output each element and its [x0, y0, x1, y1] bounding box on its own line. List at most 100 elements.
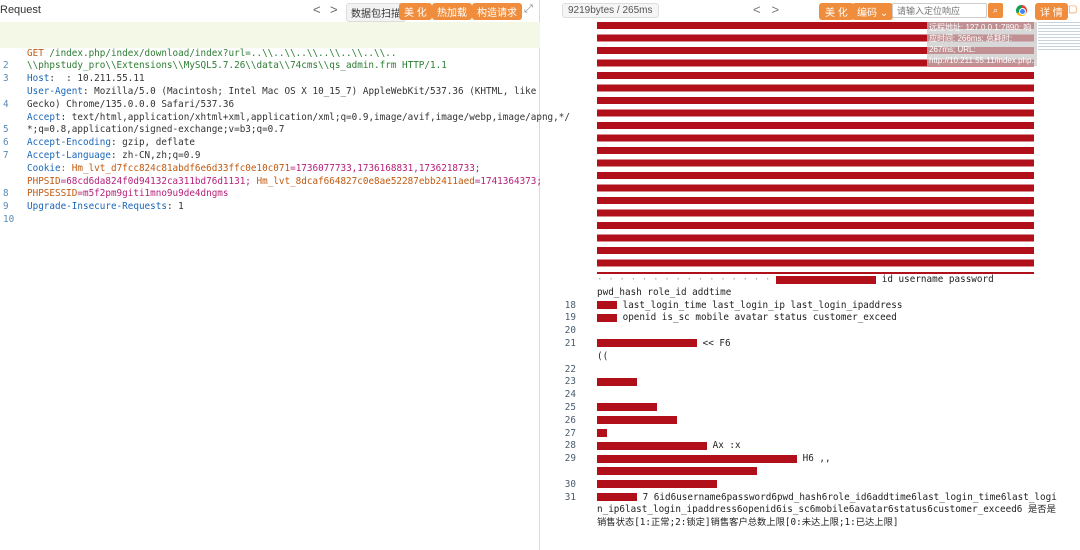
- binary-bytes: [597, 403, 657, 412]
- line-number: 27: [564, 427, 576, 439]
- request-editor[interactable]: 1 GET /index.php/index/download/index?ur…: [0, 22, 570, 225]
- request-line: 6 Accept-Language: zh-CN,zh;q=0.9: [3, 137, 201, 161]
- request-toolbar: Request < > 数据包扫描 美 化 热加载 构造请求 ⤢: [0, 0, 540, 22]
- request-line: 3 User-Agent: Mozilla/5.0 (Macintosh; In…: [3, 73, 537, 97]
- binary-bytes: [776, 275, 877, 284]
- response-text: 销售状态[1:正常;2:锁定]销售客户总数上限[0:未达上限;1:已达上限]: [597, 517, 899, 529]
- detail-button[interactable]: 详 情: [1035, 3, 1068, 20]
- response-line: 20: [562, 325, 1080, 338]
- encoding-dropdown[interactable]: 编码 ⌄: [852, 3, 894, 20]
- line-number: 24: [564, 389, 576, 401]
- request-line: PHPSID=68cd6da824f0d94132ca311bd76d1131;…: [27, 175, 542, 187]
- editor-minimap[interactable]: [1038, 22, 1080, 52]
- response-line: 29 H6 ,,: [562, 453, 1080, 466]
- request-pane: Request < > 数据包扫描 美 化 热加载 构造请求 ⤢ 1 GET /…: [0, 0, 570, 550]
- response-nav: < >: [753, 2, 779, 17]
- whitespace-dots: · · · · · · · · · · · · · · · ·: [597, 274, 777, 285]
- binary-bytes: [597, 493, 637, 502]
- binary-bytes: [597, 467, 757, 476]
- response-beautify-button[interactable]: 美 化: [819, 3, 854, 20]
- hot-load-button[interactable]: 热加载: [432, 3, 472, 20]
- request-line: *;q=0.8,application/signed-exchange;v=b3…: [27, 124, 285, 136]
- binary-bytes: [597, 301, 617, 310]
- binary-bytes: [597, 429, 607, 438]
- response-text: 7 6id6username6password6pwd_hash6role_id…: [642, 491, 1057, 503]
- binary-bytes: [597, 441, 707, 450]
- request-line: 5 Accept-Encoding: gzip, deflate: [3, 124, 195, 149]
- browser-icon[interactable]: [1016, 5, 1027, 16]
- line-number: 22: [564, 363, 576, 375]
- binary-bytes: [597, 480, 717, 489]
- response-line: n_ip6last_login_ipaddress6openid6is_sc6m…: [562, 504, 1080, 517]
- response-line: 26: [562, 415, 1080, 428]
- request-line: 4 Accept: text/html,application/xhtml+xm…: [3, 98, 570, 123]
- line-number: 18: [564, 299, 576, 311]
- request-line: 2 Host: : 10.211.55.11: [3, 60, 145, 85]
- line-number: 21: [564, 337, 576, 349]
- binary-bytes: [597, 339, 697, 348]
- expand-icon[interactable]: ⤢: [524, 3, 533, 15]
- request-line: 7 Cookie: Hm_lvt_d7fcc824c81abdf6e6d33ff…: [3, 149, 481, 174]
- line-number: 29: [564, 453, 576, 465]
- response-text: openid is_sc mobile avatar status custom…: [622, 312, 897, 324]
- search-icon[interactable]: ⌕: [988, 3, 1003, 18]
- request-line: 8 Upgrade-Insecure-Requests: 1: [3, 188, 184, 213]
- request-line: Gecko) Chrome/135.0.0.0 Safari/537.36: [27, 98, 235, 110]
- response-text: H6 ,,: [802, 453, 831, 465]
- response-line: 27: [562, 428, 1080, 441]
- response-text: << F6: [702, 337, 731, 349]
- request-line: 9: [3, 201, 9, 213]
- response-text: ((: [597, 350, 609, 362]
- response-info-tooltip: 远程地址: 127.0.0.1:7890; 响应时间: 266ms; 总耗时: …: [927, 22, 1037, 66]
- response-nav-forward-button[interactable]: >: [771, 2, 780, 17]
- response-line: 24: [562, 389, 1080, 402]
- nav-back-button[interactable]: <: [313, 2, 321, 17]
- build-request-button[interactable]: 构造请求: [472, 3, 522, 20]
- response-line: 销售状态[1:正常;2:锁定]销售客户总数上限[0:未达上限;1:已达上限]: [562, 517, 1080, 530]
- response-line: [562, 466, 1080, 479]
- response-line: pwd_hash role_id addtime: [562, 287, 1080, 300]
- response-text: n_ip6last_login_ipaddress6openid6is_sc6m…: [597, 504, 1056, 516]
- chevron-down-icon: ⌄: [879, 8, 889, 19]
- response-line: ((: [562, 351, 1080, 364]
- request-line: \\phpstudy_pro\\Extensions\\MySQL5.7.26\…: [0, 34, 540, 71]
- line-number: 31: [564, 491, 576, 503]
- response-size-badge: 9219bytes / 265ms: [562, 3, 659, 18]
- response-text: Ax :x: [712, 440, 741, 452]
- response-line: · · · · · · · · · · · · · · · · id usern…: [562, 274, 1080, 287]
- response-line: 25: [562, 402, 1080, 415]
- response-text: id username password: [881, 274, 994, 285]
- line-number: 28: [564, 440, 576, 452]
- line-number: 20: [564, 325, 576, 337]
- request-line: 1 GET /index.php/index/download/index?ur…: [0, 22, 540, 59]
- request-title: Request: [0, 4, 41, 16]
- response-line: 21 << F6: [562, 338, 1080, 351]
- line-number: 30: [564, 478, 576, 490]
- response-text: pwd_hash role_id addtime: [597, 286, 732, 298]
- line-number: 23: [564, 376, 576, 388]
- binary-bytes: [597, 313, 617, 322]
- line-number: 26: [564, 414, 576, 426]
- response-line: 19 openid is_sc mobile avatar status cus…: [562, 312, 1080, 325]
- response-line: 22: [562, 364, 1080, 377]
- response-line: 23: [562, 376, 1080, 389]
- response-text: last_login_time last_login_ip last_login…: [622, 299, 903, 311]
- beautify-button[interactable]: 美 化: [399, 3, 432, 20]
- response-line: 30: [562, 479, 1080, 492]
- response-nav-back-button[interactable]: <: [753, 2, 761, 17]
- packet-scan-button[interactable]: 数据包扫描: [346, 3, 406, 22]
- response-line: 28 Ax :x: [562, 440, 1080, 453]
- locate-response-input[interactable]: [892, 3, 987, 18]
- response-line: 18 last_login_time last_login_ip last_lo…: [562, 300, 1080, 313]
- response-line: 31 7 6id6username6password6pwd_hash6role…: [562, 492, 1080, 505]
- nav-forward-button[interactable]: >: [330, 2, 338, 17]
- response-editor[interactable]: · · · · · · · · · · · · · · · · id usern…: [562, 274, 1080, 530]
- line-number: 19: [564, 312, 576, 324]
- binary-bytes: [597, 377, 637, 386]
- binary-bytes: [597, 454, 797, 463]
- line-number: 25: [564, 401, 576, 413]
- binary-bytes: [597, 416, 677, 425]
- request-line: PHPSESSID=m5f2pm9giti1mno9u9de4dngms: [27, 188, 229, 200]
- panel-icon[interactable]: ▢: [1068, 4, 1078, 15]
- request-line: 10: [3, 213, 15, 225]
